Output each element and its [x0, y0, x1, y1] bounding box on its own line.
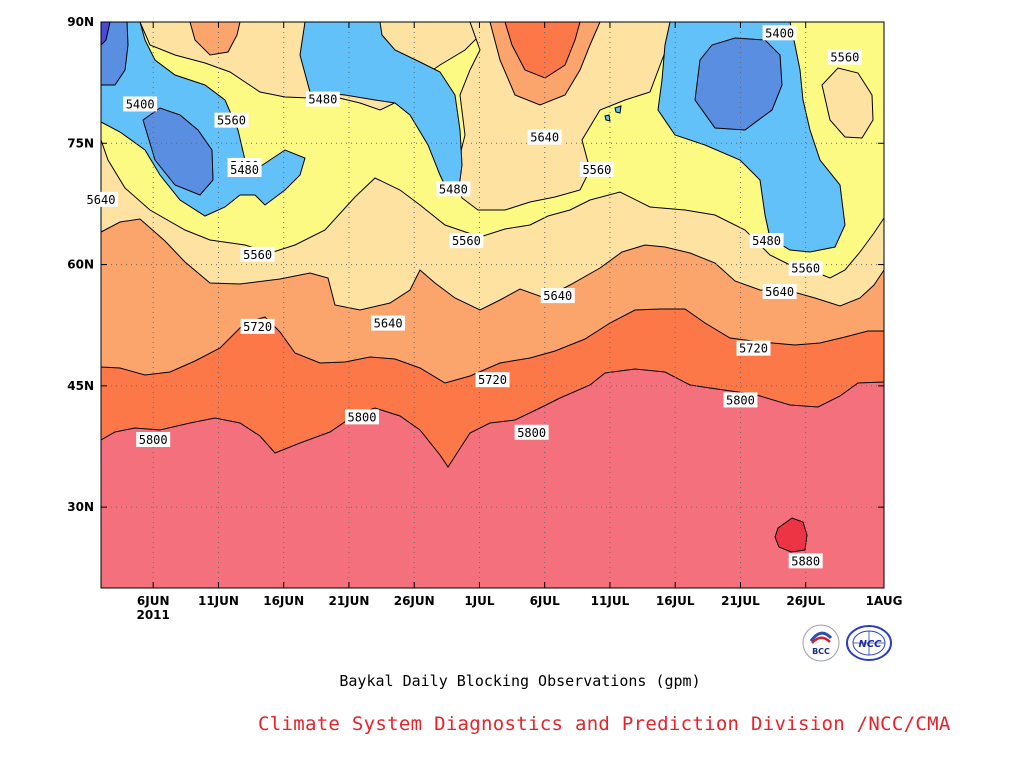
contour-label: 5800 — [723, 392, 758, 408]
contour-label-text: 5720 — [478, 373, 507, 387]
contour-label: 5640 — [84, 191, 118, 207]
contour-label: 5480 — [227, 161, 262, 177]
contour-label: 5400 — [762, 25, 797, 41]
bcc-logo: BCC — [802, 624, 840, 662]
contour-label-text: 5480 — [230, 163, 259, 177]
contour-label-text: 5640 — [374, 317, 403, 331]
band-5640-5720-north-left — [189, 22, 241, 56]
contour-label-text: 5880 — [791, 554, 820, 568]
contour-label-text: 5560 — [217, 114, 246, 128]
contour-labels: 5400540054805480548054805480556055605560… — [84, 25, 862, 569]
contour-label-text: 5480 — [308, 93, 337, 107]
band-5400-5480-west — [101, 22, 306, 217]
contour-label: 5800 — [136, 432, 171, 448]
x-tick-label: 11JUN — [198, 594, 239, 608]
contour-label-text: 5480 — [439, 182, 468, 196]
contour-label-text: 5720 — [739, 342, 768, 356]
contour-label: 5880 — [788, 553, 823, 569]
ncc-logo: NCC — [846, 625, 892, 661]
y-tick-label: 75N — [67, 136, 94, 150]
contour-label: 5560 — [827, 49, 862, 65]
contour-label: 5720 — [475, 372, 510, 388]
contour-label-text: 5640 — [530, 131, 559, 145]
contour-label: 5560 — [788, 260, 823, 276]
contour-label-text: 5560 — [452, 234, 481, 248]
island-2 — [614, 105, 622, 114]
ncc-logo-text: NCC — [858, 639, 882, 650]
contour-label-text: 5560 — [243, 248, 272, 262]
band-below-5320 — [101, 22, 111, 46]
axes: 6JUN 11JUN 16JUN 21JUN 26JUN 1JUL 6JUL 11JUL 16J… — [67, 15, 902, 622]
contour-label-text: 5560 — [791, 262, 820, 276]
contour-label-text: 5400 — [765, 26, 794, 40]
contour-label-text: 5640 — [765, 285, 794, 299]
x-tick-label: 1JUL — [464, 594, 495, 608]
contour-label: 5400 — [123, 96, 158, 112]
contour-label-text: 5800 — [726, 393, 755, 407]
contour-fills — [101, 22, 884, 588]
contour-label-text: 5800 — [517, 426, 546, 440]
x-year-label: 2011 — [136, 608, 169, 622]
band-5560-5640-east — [821, 67, 874, 139]
x-tick-label: 6JUL — [530, 594, 561, 608]
contour-label-text: 5640 — [87, 193, 116, 207]
contour-label: 5640 — [540, 288, 575, 304]
contour-label: 5560 — [240, 246, 275, 262]
contour-label-text: 5720 — [243, 320, 272, 334]
contour-label-text: 5560 — [582, 163, 611, 177]
band-5320-5400-east — [694, 37, 783, 131]
credit-line: Climate System Diagnostics and Predictio… — [258, 713, 951, 735]
x-tick-label: 21JUL — [721, 594, 760, 608]
contour-label: 5480 — [436, 181, 471, 197]
contour-label: 5800 — [514, 424, 549, 440]
grid — [101, 22, 884, 588]
y-tick-label: 60N — [67, 258, 94, 272]
island-1 — [604, 114, 611, 122]
x-tick-label: 1AUG — [866, 594, 903, 608]
contour-label: 5800 — [345, 409, 379, 425]
band-above-5880 — [774, 517, 808, 553]
contour-label: 5560 — [449, 233, 484, 249]
bcc-logo-text: BCC — [812, 647, 830, 656]
contour-label-text: 5640 — [543, 289, 572, 303]
x-tick-label: 11JUL — [591, 594, 630, 608]
contour-label-text: 5400 — [126, 97, 155, 111]
contour-label: 5560 — [214, 112, 249, 128]
contour-label-text: 5480 — [752, 234, 781, 248]
x-tick-label: 21JUN — [328, 594, 369, 608]
contour-label: 5640 — [762, 284, 797, 300]
plot-frame — [100, 21, 885, 589]
x-tick-label: 6JUN — [137, 594, 170, 608]
contour-label: 5720 — [736, 340, 771, 356]
x-tick-label: 16JUN — [263, 594, 304, 608]
contour-label-text: 5800 — [348, 410, 377, 424]
band-5320-5400-west2 — [142, 107, 214, 196]
x-tick-label: 16JUL — [656, 594, 695, 608]
y-tick-label: 45N — [67, 379, 94, 393]
contour-label: 5640 — [371, 315, 406, 331]
band-5720-5800-north-mid — [504, 22, 581, 79]
chart-title: Baykal Daily Blocking Observations (gpm) — [339, 672, 701, 690]
x-tick-label: 26JUN — [394, 594, 435, 608]
y-tick-label: 90N — [67, 15, 94, 29]
contour-label: 5720 — [240, 318, 275, 334]
contour-label: 5480 — [305, 91, 340, 107]
band-5320-5400-west — [101, 22, 129, 86]
contour-label: 5640 — [527, 129, 562, 145]
contour-label-text: 5560 — [830, 51, 859, 65]
x-tick-label: 26JUL — [786, 594, 825, 608]
contour-label: 5560 — [579, 161, 614, 177]
y-tick-label: 30N — [67, 500, 94, 514]
contour-label-text: 5800 — [139, 433, 168, 447]
contour-label: 5480 — [749, 233, 784, 249]
